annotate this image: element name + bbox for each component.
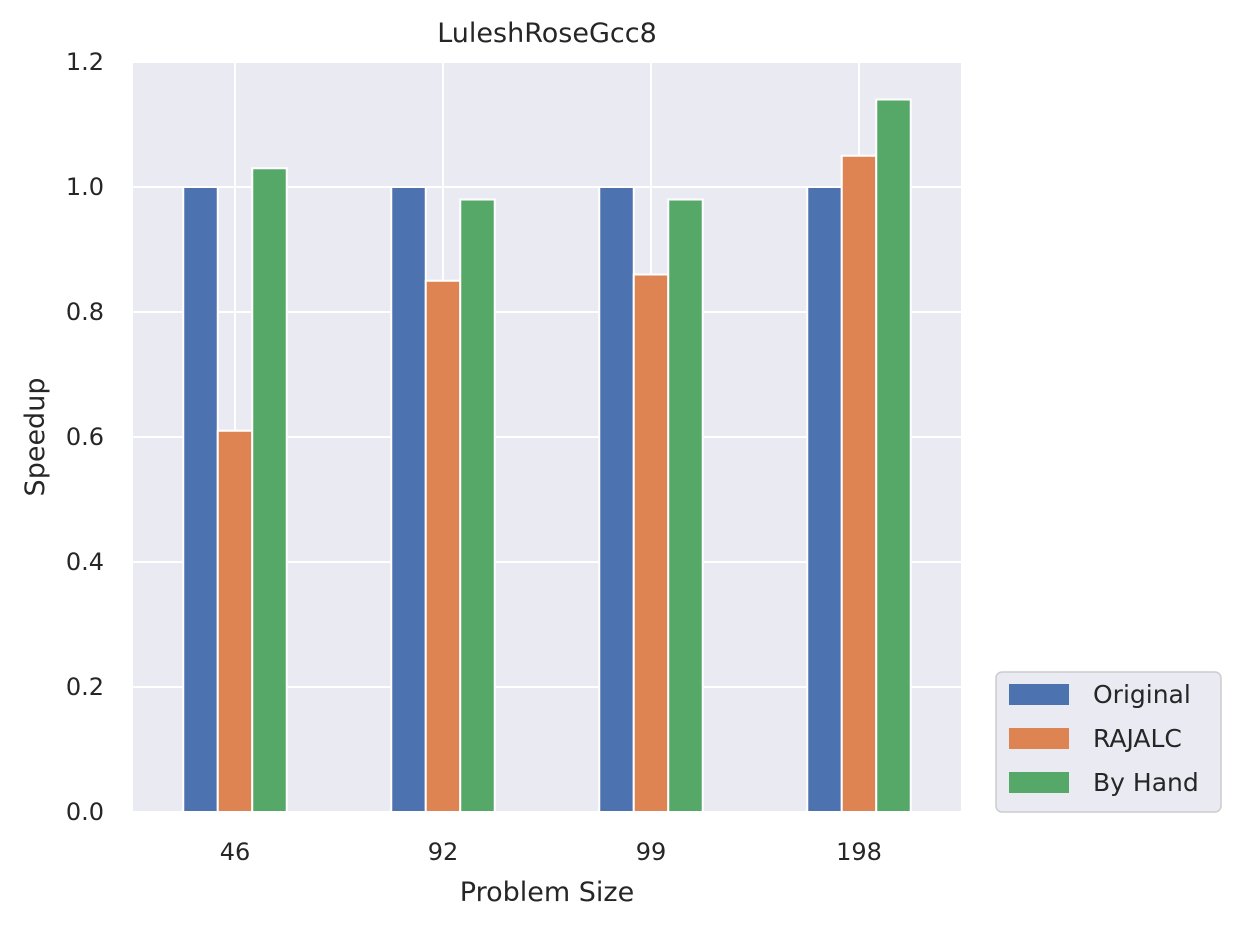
x-tick-label: 92	[428, 838, 459, 866]
legend: Original RAJALC By Hand	[995, 671, 1222, 813]
bars	[182, 98, 912, 813]
bar-rajalc-99	[632, 273, 670, 813]
bar-by-hand-92	[459, 198, 496, 813]
x-tick-label: 99	[636, 838, 667, 866]
x-tick-label: 46	[220, 838, 251, 866]
legend-label: RAJALC	[1093, 724, 1182, 753]
y-axis-label: Speedup	[20, 378, 51, 497]
bar-by-hand-46	[251, 167, 288, 813]
legend-swatch	[1009, 684, 1069, 705]
legend-swatch	[1009, 772, 1069, 793]
bar-rajalc-198	[840, 154, 878, 813]
x-axis-label: Problem Size	[460, 877, 634, 908]
y-tick-label: 0.8	[66, 298, 104, 326]
y-tick-label: 1.0	[66, 173, 104, 201]
y-tick-label: 0.0	[66, 798, 104, 826]
x-tick-labels: 46 92 99 198	[220, 838, 882, 866]
bar-by-hand-99	[667, 198, 704, 813]
legend-swatch	[1009, 728, 1069, 749]
y-tick-label: 1.2	[66, 48, 104, 76]
bar-original-92	[390, 186, 427, 813]
x-tick-label: 198	[836, 838, 882, 866]
y-tick-label: 0.6	[66, 423, 104, 451]
legend-label: By Hand	[1093, 768, 1199, 797]
bar-rajalc-92	[424, 279, 462, 813]
legend-label: Original	[1093, 680, 1191, 709]
bar-by-hand-198	[875, 98, 912, 813]
bar-original-99	[598, 186, 635, 813]
y-tick-labels: 0.0 0.2 0.4 0.6 0.8 1.0 1.2	[66, 48, 104, 826]
bar-original-198	[806, 186, 843, 813]
chart-title: LuleshRoseGcc8	[437, 18, 657, 49]
y-tick-label: 0.4	[66, 548, 104, 576]
y-tick-label: 0.2	[66, 673, 104, 701]
bar-rajalc-46	[216, 429, 254, 813]
bar-original-46	[182, 186, 219, 813]
